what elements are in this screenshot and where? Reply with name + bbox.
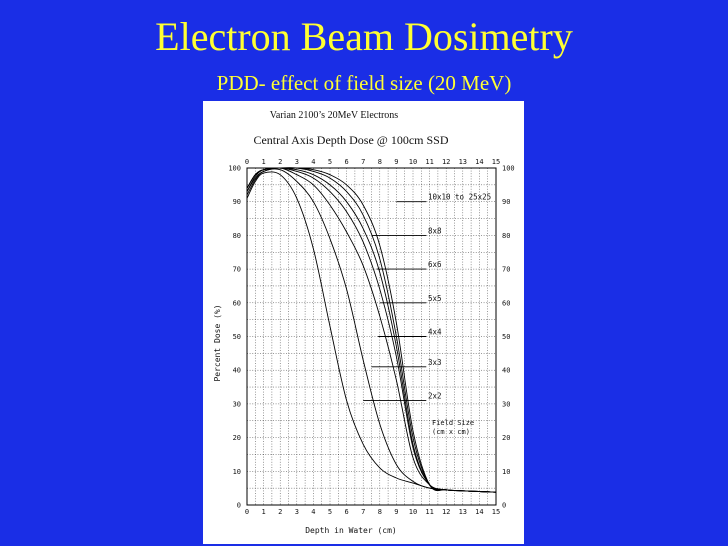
x-tick-label-top: 10 (409, 158, 417, 166)
x-tick-label: 10 (409, 508, 417, 516)
series-label: 8x8 (428, 226, 442, 235)
y-tick-label-right: 100 (502, 165, 515, 173)
y-tick-label-right: 50 (502, 333, 510, 341)
chart-heading: Varian 2100’s 20MeV Electrons (270, 110, 399, 121)
y-tick-label-right: 40 (502, 367, 510, 375)
x-tick-label-top: 3 (295, 158, 299, 166)
x-tick-label: 13 (459, 508, 467, 516)
y-tick-label-right: 90 (502, 198, 510, 206)
y-tick-label: 50 (233, 333, 241, 341)
x-tick-label-top: 12 (442, 158, 450, 166)
x-tick-label-top: 15 (492, 158, 500, 166)
y-tick-label: 40 (233, 367, 241, 375)
x-tick-label-top: 0 (245, 158, 249, 166)
slide-subtitle: PDD- effect of field size (20 MeV) (216, 71, 512, 95)
legend-title-unit: (cm x cm) (432, 428, 470, 436)
x-tick-label: 0 (245, 508, 249, 516)
y-tick-label: 60 (233, 299, 241, 307)
y-tick-label: 20 (233, 434, 241, 442)
y-tick-label: 100 (228, 165, 241, 173)
x-tick-label: 8 (378, 508, 382, 516)
x-tick-label: 1 (261, 508, 265, 516)
x-tick-label: 9 (394, 508, 398, 516)
y-tick-label-right: 70 (502, 266, 510, 274)
x-axis-label: Depth in Water (cm) (305, 526, 397, 535)
x-tick-label: 14 (475, 508, 483, 516)
x-tick-label: 3 (295, 508, 299, 516)
series-label: 6x6 (428, 260, 442, 269)
x-tick-label-top: 1 (261, 158, 265, 166)
grid (246, 167, 497, 506)
legend-title: Field Size (432, 419, 474, 427)
axes: 0011223344556677889910101111121213131414… (228, 158, 514, 516)
series-label: 2x2 (428, 392, 442, 401)
pdd-curve-2x2 (246, 171, 497, 493)
x-tick-label: 15 (492, 508, 500, 516)
y-axis-label: Percent Dose (%) (213, 304, 222, 381)
series-label: 5x5 (428, 294, 442, 303)
x-tick-label: 11 (425, 508, 433, 516)
x-tick-label-top: 4 (311, 158, 315, 166)
y-tick-label: 10 (233, 468, 241, 476)
y-tick-label-right: 30 (502, 400, 510, 408)
chart-figure: Varian 2100’s 20MeV Electrons Central Ax… (203, 101, 524, 544)
x-tick-label: 2 (278, 508, 282, 516)
y-tick-label-right: 10 (502, 468, 510, 476)
y-tick-label-right: 80 (502, 232, 510, 240)
plot-frame (246, 167, 497, 506)
x-tick-label: 12 (442, 508, 450, 516)
x-tick-label: 6 (344, 508, 348, 516)
y-tick-label-right: 20 (502, 434, 510, 442)
series-label: 3x3 (428, 358, 442, 367)
y-tick-label-right: 60 (502, 299, 510, 307)
pdd-chart: Varian 2100’s 20MeV Electrons Central Ax… (213, 110, 515, 535)
x-tick-label-top: 7 (361, 158, 365, 166)
x-tick-label: 4 (311, 508, 315, 516)
chart-title: Central Axis Depth Dose @ 100cm SSD (253, 133, 448, 147)
series-labels: 10x10 to 25x25 8x8 6x6 5x5 4x4 3x3 2x2 (363, 193, 491, 401)
series-label: 10x10 to 25x25 (428, 193, 491, 202)
y-tick-label: 30 (233, 400, 241, 408)
slide-title: Electron Beam Dosimetry (155, 14, 573, 59)
x-tick-label-top: 9 (394, 158, 398, 166)
y-tick-label: 80 (233, 232, 241, 240)
x-tick-label: 5 (328, 508, 332, 516)
y-tick-label: 0 (237, 502, 241, 510)
y-tick-label: 90 (233, 198, 241, 206)
x-tick-label-top: 2 (278, 158, 282, 166)
x-tick-label: 7 (361, 508, 365, 516)
x-tick-label-top: 8 (378, 158, 382, 166)
x-tick-label-top: 11 (425, 158, 433, 166)
y-tick-label: 70 (233, 266, 241, 274)
y-tick-label-right: 0 (502, 502, 506, 510)
x-tick-label-top: 5 (328, 158, 332, 166)
x-tick-label-top: 14 (475, 158, 483, 166)
curves (246, 167, 497, 493)
series-label: 4x4 (428, 328, 442, 337)
x-tick-label-top: 6 (344, 158, 348, 166)
x-tick-label-top: 13 (459, 158, 467, 166)
